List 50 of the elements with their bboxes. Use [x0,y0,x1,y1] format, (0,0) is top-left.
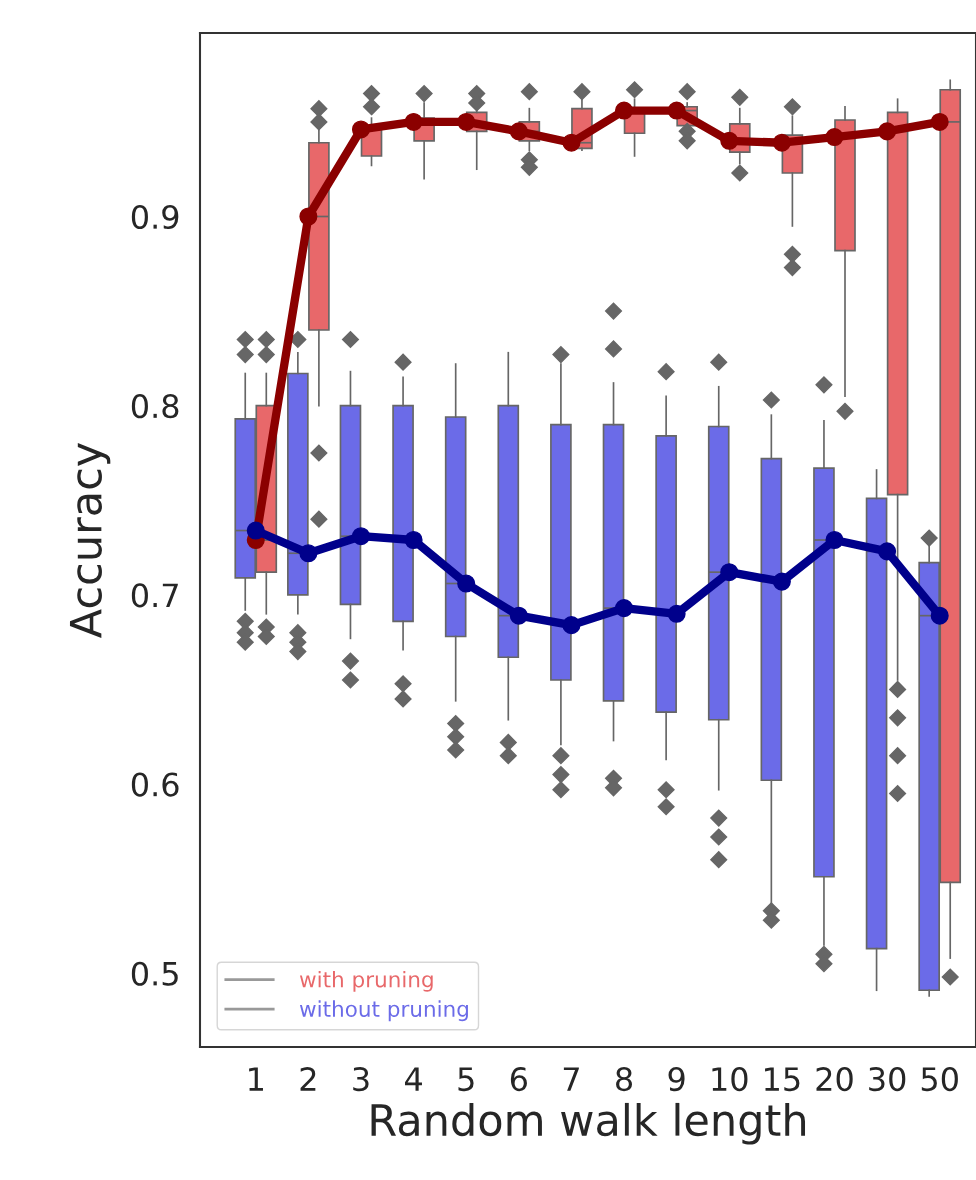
point [615,599,634,618]
point [930,112,949,131]
point [351,120,371,139]
text: without pruning [299,1000,468,1022]
y-tick-label: 0.8 [131,394,179,419]
point [825,530,844,550]
y-tick-label: 0.9 [131,204,179,230]
x-tick-label: 6 [510,1067,527,1092]
point [509,606,528,625]
point [299,207,318,226]
point [878,542,897,561]
point [351,527,371,546]
x-tick-label: 4 [405,1067,422,1091]
point [562,133,581,152]
x-tick-label: 3 [353,1067,369,1092]
point [562,616,581,635]
x-tick-label: 10 [712,1067,748,1092]
point [404,112,423,131]
point [772,572,791,591]
x-tick-label: 1 [249,1067,263,1091]
y-tick-label: 0.6 [131,772,179,797]
x-tick-label: 20 [816,1067,853,1092]
point [878,122,897,141]
y-tick-label: 0.5 [131,961,178,986]
point [615,101,634,120]
x-tick-label: 30 [869,1067,906,1092]
point [457,112,476,131]
point [457,574,476,593]
text: with pruning [299,970,433,992]
x-tick-label: 8 [616,1067,633,1092]
x-tick-label: 15 [765,1067,800,1092]
point [720,131,739,150]
point [246,521,265,540]
y-tick-label: 0.7 [131,583,178,608]
point [299,544,318,563]
x-axis-title: Random walk length [371,1102,806,1145]
x-tick-label: 2 [300,1067,316,1091]
point [825,128,844,147]
point [404,530,423,550]
x-tick-label: 5 [458,1067,474,1092]
point [667,604,686,623]
point [930,606,949,625]
point [772,133,791,152]
point [509,122,528,141]
y-axis-title: Accuracy [69,443,111,638]
x-tick-label: 7 [563,1067,579,1091]
x-tick-label: 9 [668,1067,685,1092]
point [667,101,686,120]
x-tick-label: 50 [921,1067,958,1092]
point [720,563,739,582]
